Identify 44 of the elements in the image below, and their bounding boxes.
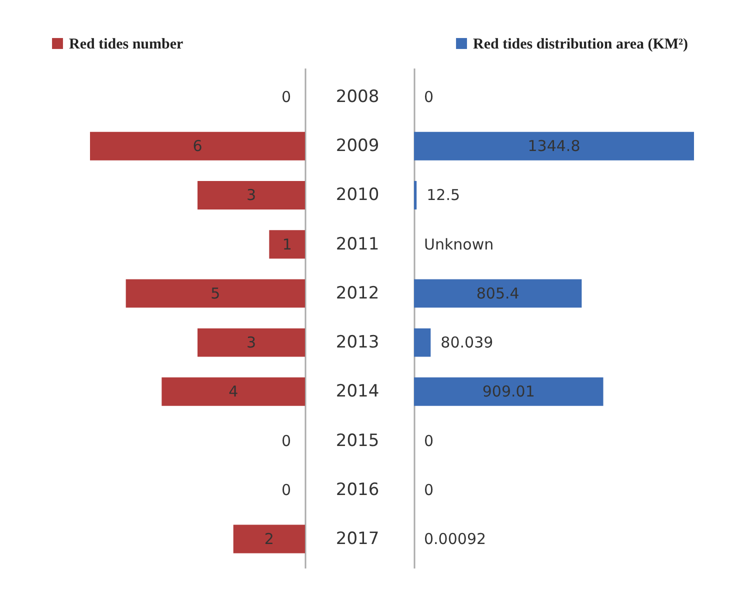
data-label: 3	[246, 186, 256, 204]
bar	[233, 524, 305, 554]
legend-label: Red tides number	[69, 36, 184, 52]
y-tick-label: 2015	[336, 430, 380, 451]
data-label: 6	[192, 137, 202, 156]
data-label: 909.01	[482, 382, 535, 401]
bar	[198, 180, 305, 210]
bar	[90, 132, 305, 160]
data-label: 0	[424, 480, 434, 499]
data-label: 4	[228, 382, 238, 401]
bar	[269, 230, 305, 259]
bar	[414, 377, 604, 406]
data-label: 1344.8	[528, 137, 580, 156]
data-label: 12.5	[426, 186, 460, 204]
data-label: 0	[281, 432, 291, 450]
data-label: 3	[246, 334, 256, 352]
bar	[414, 180, 417, 210]
bar	[126, 279, 305, 308]
bar	[414, 328, 431, 357]
data-label: 805.4	[476, 284, 520, 302]
data-label: 80.039	[440, 334, 494, 352]
y-tick-label: 2017	[336, 529, 380, 550]
data-label: 2	[264, 530, 274, 548]
data-label: 0.00092	[424, 530, 486, 548]
y-tick-label: 2009	[336, 136, 380, 156]
y-tick-label: 2008	[336, 86, 380, 107]
data-label: 0	[281, 88, 291, 106]
data-label: 0	[424, 432, 434, 450]
y-tick-label: 2016	[336, 480, 380, 500]
bar	[414, 279, 582, 308]
y-tick-label: 2010	[336, 185, 380, 206]
data-label: 1	[282, 235, 292, 254]
bar	[414, 132, 694, 160]
data-label: 0	[281, 480, 291, 499]
bar	[198, 328, 305, 357]
bar	[162, 377, 305, 406]
y-tick-label: 2013	[336, 332, 380, 353]
y-tick-label: 2014	[336, 382, 380, 402]
y-tick-label: 2012	[336, 283, 380, 304]
y-tick-label: 2011	[336, 234, 380, 254]
data-label: 5	[210, 284, 220, 302]
text: Unknown	[424, 235, 494, 254]
data-label: 0	[424, 88, 434, 106]
legend-label: Red tides distribution area (KM²)	[473, 36, 688, 52]
